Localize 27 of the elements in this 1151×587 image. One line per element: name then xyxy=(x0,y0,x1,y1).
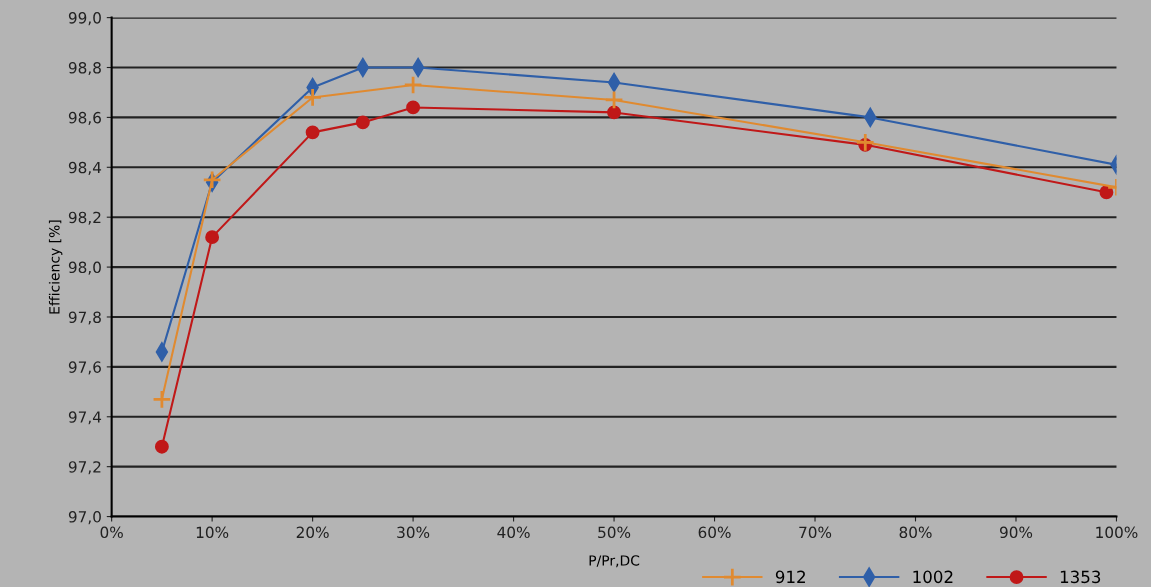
y-tick-label: 97,2 xyxy=(68,461,101,475)
y-axis-title: Efficiency [%] xyxy=(48,220,63,314)
x-tick-label: 60% xyxy=(698,526,731,539)
x-tick-label: 70% xyxy=(799,526,832,539)
x-tick-label: 0% xyxy=(100,526,123,539)
y-tick-label: 99,0 xyxy=(68,12,101,26)
y-tick-label: 98,8 xyxy=(68,61,101,76)
x-tick-label: 90% xyxy=(999,526,1033,539)
x-tick-label: 50% xyxy=(598,526,631,539)
y-tick-label: 98,6 xyxy=(68,111,101,125)
legend-label: 1353 xyxy=(1060,570,1101,584)
x-tick-label: 30% xyxy=(397,526,430,539)
y-tick-label: 98,0 xyxy=(68,261,101,275)
y-tick-label: 97,0 xyxy=(68,511,101,525)
y-tick-label: 98,2 xyxy=(68,211,101,225)
legend-label: 1002 xyxy=(913,570,953,584)
legend-label: 912 xyxy=(775,570,805,584)
x-tick-label: 40% xyxy=(497,526,530,539)
x-tick-label: 10% xyxy=(196,526,229,539)
y-tick-label: 97,4 xyxy=(68,411,102,425)
x-tick-label: 100% xyxy=(1096,526,1138,539)
x-tick-label: 80% xyxy=(899,526,932,539)
y-tick-label: 98,4 xyxy=(68,161,102,175)
x-tick-label: 20% xyxy=(296,526,329,539)
y-tick-label: 97,6 xyxy=(68,361,101,375)
x-axis-title: P/Pr,DC xyxy=(589,555,640,568)
y-tick-label: 97,8 xyxy=(68,311,101,325)
